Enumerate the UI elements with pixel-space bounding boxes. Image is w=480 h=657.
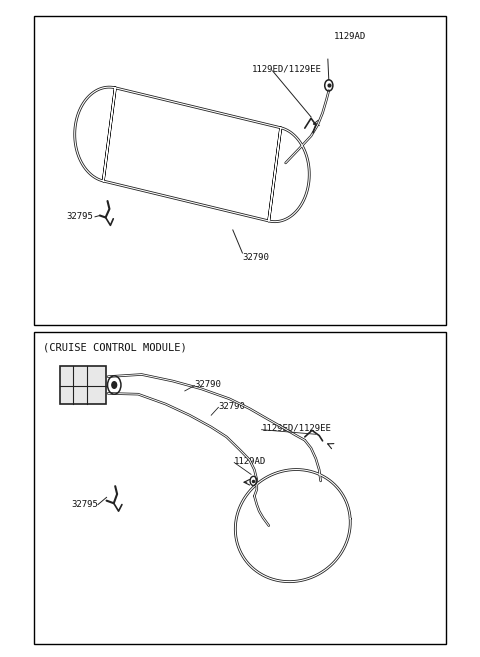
Bar — [34, 16, 446, 325]
Circle shape — [112, 382, 117, 388]
Text: (CRUISE CONTROL MODULE): (CRUISE CONTROL MODULE) — [43, 343, 187, 353]
Text: 32790: 32790 — [242, 253, 269, 262]
Text: 1129ED/1129EE: 1129ED/1129EE — [262, 424, 332, 433]
Text: 32795: 32795 — [72, 500, 98, 509]
Text: 32790: 32790 — [194, 380, 221, 389]
Text: 1129ED/1129EE: 1129ED/1129EE — [252, 64, 322, 74]
Text: 32790: 32790 — [218, 401, 245, 411]
Text: 32795: 32795 — [67, 212, 94, 221]
Text: 1129AD: 1129AD — [334, 32, 366, 41]
Bar — [34, 332, 446, 644]
FancyBboxPatch shape — [60, 366, 106, 404]
Text: 1129AD: 1129AD — [234, 457, 266, 466]
